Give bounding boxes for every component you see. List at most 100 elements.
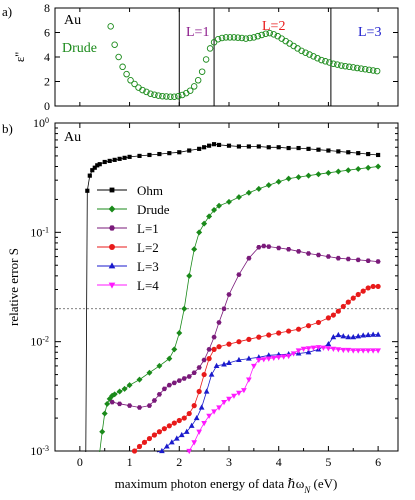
data-point-l-2	[216, 344, 222, 350]
data-point-drude	[275, 178, 282, 185]
data-point-l-3	[330, 334, 337, 340]
data-point-l-4	[355, 348, 362, 354]
data-point-l-1	[191, 370, 197, 375]
panel-a-material: Au	[64, 13, 81, 28]
panel-a-drude-label: Drude	[62, 41, 97, 56]
data-point-l-1	[211, 334, 217, 340]
data-point-l-3	[159, 447, 165, 454]
data-point-l-4	[375, 348, 381, 354]
legend-label-l-3: L=3	[137, 259, 159, 274]
data-point-l-4	[295, 348, 302, 354]
data-point-drude	[166, 355, 173, 362]
data-point-l-1	[221, 306, 227, 311]
data-point-ohm	[316, 147, 321, 152]
drude-epsilon-point	[254, 32, 262, 40]
data-point-drude	[186, 272, 193, 279]
data-point-l-2	[156, 429, 162, 435]
panel-b: b) Au 0 1 2 3 4 5 6 100 10-1 10-2 10-3 Ohm Drude L=1…	[2, 116, 399, 495]
data-point-drude	[206, 213, 213, 220]
data-point-l-1	[276, 245, 282, 251]
data-point-l-4	[315, 345, 322, 351]
data-point-l-4	[241, 388, 247, 394]
drude-epsilon-point	[127, 77, 134, 84]
data-point-l-3	[355, 333, 362, 339]
data-point-l-4	[201, 421, 207, 427]
data-point-l-2	[206, 356, 212, 362]
data-point-l-1	[196, 365, 202, 370]
data-point-drude	[345, 167, 352, 174]
data-point-l-4	[345, 347, 352, 354]
drude-epsilon-point	[222, 34, 230, 41]
data-point-drude	[99, 428, 106, 435]
data-point-l-1	[296, 249, 302, 254]
data-point-l-4	[350, 348, 357, 354]
drude-epsilon-point	[298, 47, 305, 55]
drude-epsilon-point	[123, 70, 130, 78]
drude-epsilon-point	[310, 53, 317, 60]
panel-b-ytick-label: 10-2	[30, 334, 49, 349]
data-point-l-4	[246, 377, 252, 383]
data-point-l-1	[117, 401, 123, 407]
drude-epsilon-point	[302, 49, 309, 56]
region-label-L3: L=3	[358, 25, 381, 40]
drude-epsilon-point	[111, 41, 118, 49]
panel-a-ytick-label: 8	[44, 1, 50, 15]
data-point-drude	[335, 168, 342, 175]
drude-epsilon-point	[338, 62, 345, 69]
data-point-drude	[176, 330, 183, 336]
data-point-l-2	[176, 417, 182, 424]
data-point-l-4	[285, 353, 292, 360]
data-point-ohm	[90, 168, 95, 173]
data-point-l-1	[109, 399, 115, 405]
drude-epsilon-point	[175, 92, 182, 100]
drude-epsilon-point	[350, 64, 357, 71]
data-point-drude	[201, 220, 208, 227]
data-point-ohm	[346, 150, 351, 155]
panel-a-frame	[54, 7, 399, 107]
data-point-l-3	[340, 333, 347, 339]
xlabel-unit: (eV)	[310, 476, 337, 491]
data-point-l-3	[208, 371, 215, 377]
drude-epsilon-point	[365, 66, 373, 74]
data-point-l-1	[266, 244, 272, 249]
panel-a-ytick-label: 6	[44, 26, 50, 40]
panel-b-ytick-label: 10-3	[30, 444, 49, 459]
data-point-l-2	[191, 403, 197, 409]
drude-epsilon-point	[190, 83, 198, 90]
drude-epsilon-point	[306, 51, 313, 58]
drude-epsilon-point	[226, 34, 234, 41]
legend-marker-l-2	[109, 244, 115, 250]
data-point-drude	[101, 410, 108, 417]
data-point-l-2	[166, 423, 172, 429]
data-point-drude	[245, 189, 252, 196]
drude-epsilon-point	[119, 63, 126, 71]
data-point-l-2	[211, 346, 217, 352]
drude-epsilon-point	[246, 34, 254, 42]
data-point-drude	[315, 171, 322, 178]
data-point-ohm	[107, 158, 112, 163]
data-point-l-2	[370, 283, 376, 290]
data-point-ohm	[306, 146, 311, 151]
data-point-l-3	[203, 388, 210, 394]
data-point-l-3	[325, 340, 332, 347]
data-point-ohm	[127, 154, 132, 159]
data-point-ohm	[87, 173, 92, 178]
data-point-ohm	[117, 156, 122, 161]
series-line-l-4	[186, 346, 379, 453]
data-point-ohm	[336, 149, 341, 154]
data-point-drude	[196, 229, 203, 236]
drude-epsilon-point	[107, 23, 114, 30]
panel-b-ytick-label: 10-1	[30, 225, 49, 240]
drude-epsilon-point	[159, 92, 166, 100]
drude-epsilon-point	[151, 91, 158, 98]
data-point-l-2	[276, 330, 282, 336]
data-point-l-3	[213, 362, 220, 369]
data-point-l-2	[360, 288, 366, 294]
data-point-drude	[146, 369, 153, 376]
data-point-l-1	[355, 257, 361, 263]
data-point-drude	[156, 362, 163, 369]
data-point-ohm	[256, 144, 261, 149]
data-point-ohm	[167, 151, 172, 156]
data-point-drude	[136, 376, 143, 383]
data-point-l-1	[151, 398, 157, 403]
